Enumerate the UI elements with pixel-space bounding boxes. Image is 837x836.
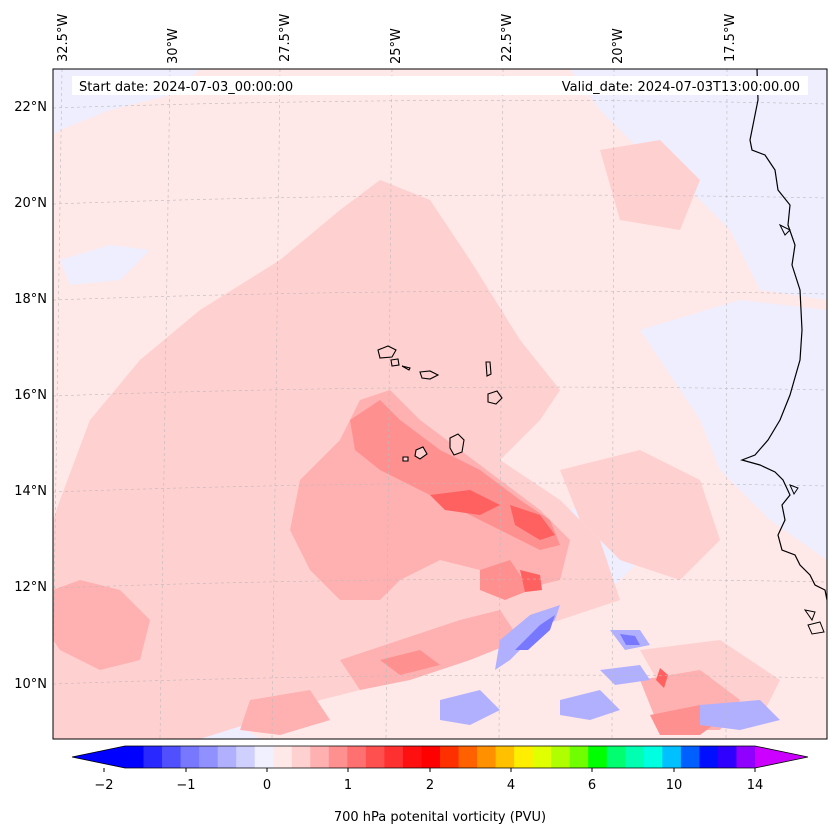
colorbar-label: 700 hPa potenital vorticity (PVU) — [334, 810, 546, 825]
lat-label: 18°N — [14, 292, 47, 307]
colorbar-cell — [699, 746, 719, 768]
colorbar-cell — [143, 746, 163, 768]
colorbar: −2 −1 0 1 2 4 6 10 14 700 hPa potenital … — [71, 745, 809, 825]
pv-blue-streaks-dark — [515, 615, 640, 650]
colorbar-cell — [365, 746, 385, 768]
cb-tick-label: 4 — [507, 778, 515, 793]
lat-label: 14°N — [14, 484, 47, 499]
cb-tick-label: 6 — [588, 778, 596, 793]
lon-label: 32.5°W — [56, 14, 71, 62]
map-frame — [52, 68, 828, 740]
colorbar-cell — [421, 746, 441, 768]
valid-date-label: Valid_date: 2024-07-03T13:00:00.00 — [562, 80, 800, 95]
lat-label: 22°N — [14, 100, 47, 115]
africa-coastline-bits — [778, 223, 825, 635]
colorbar-cell — [606, 746, 626, 768]
header-white-box — [72, 76, 808, 95]
colorbar-cell — [680, 746, 700, 768]
colorbar-cell — [236, 746, 256, 768]
colorbar-cell — [495, 746, 515, 768]
pv-red-cores — [430, 490, 668, 688]
map-panel — [53, 69, 827, 739]
colorbar-cell — [217, 746, 237, 768]
colorbar-cell — [310, 746, 330, 768]
colorbar-cell — [384, 746, 404, 768]
colorbar-cell — [625, 746, 645, 768]
lon-label: 30°W — [166, 28, 181, 64]
colorbar-cell — [440, 746, 459, 768]
colorbar-cell — [328, 746, 348, 768]
gridlines — [53, 69, 827, 739]
colorbar-tick-labels: −2 −1 0 1 2 4 6 10 14 — [94, 778, 763, 793]
colorbar-cell — [551, 746, 571, 768]
colorbar-extend-high — [755, 746, 808, 768]
colorbar-extend-low — [72, 746, 125, 768]
colorbar-cell — [180, 746, 200, 768]
cb-tick-label: 1 — [344, 778, 352, 793]
cb-tick-label: −1 — [176, 778, 195, 793]
colorbar-cell — [477, 746, 496, 768]
colorbar-cell — [291, 746, 311, 768]
lon-label: 27.5°W — [278, 14, 293, 62]
cb-tick-label: 2 — [426, 778, 434, 793]
cb-tick-label: 10 — [666, 778, 683, 793]
colorbar-outline — [71, 745, 809, 769]
colorbar-cell — [643, 746, 663, 768]
colorbar-cell — [402, 746, 422, 768]
colorbar-cell — [125, 746, 144, 768]
colorbar-cell — [662, 746, 682, 768]
lon-label: 22.5°W — [500, 14, 515, 62]
colorbar-cell — [347, 746, 367, 768]
colorbar-cell — [717, 746, 737, 768]
colorbar-cell — [199, 746, 219, 768]
longitude-labels: 32.5°W 30°W 27.5°W 25°W 22.5°W 20°W 17.5… — [56, 14, 738, 64]
cape-verde-islands — [377, 345, 503, 462]
cb-tick-label: −2 — [94, 778, 113, 793]
colorbar-cell — [736, 746, 756, 768]
latitude-labels: 22°N 20°N 18°N 16°N 14°N 12°N 10°N — [14, 100, 47, 692]
africa-coastline — [740, 69, 827, 601]
lat-label: 12°N — [14, 580, 47, 595]
lon-label: 17.5°W — [723, 14, 738, 62]
cb-tick-label: 0 — [263, 778, 271, 793]
colorbar-cell — [532, 746, 552, 768]
lat-label: 20°N — [14, 196, 47, 211]
lon-label: 25°W — [389, 28, 404, 64]
lat-label: 16°N — [14, 388, 47, 403]
colorbar-ticks — [103, 768, 756, 772]
pv-dark-pink — [350, 400, 720, 735]
start-date-label: Start date: 2024-07-03_00:00:00 — [79, 80, 293, 95]
colorbar-cells — [125, 746, 756, 768]
colorbar-cell — [273, 746, 293, 768]
colorbar-cell — [514, 746, 534, 768]
colorbar-cell — [458, 746, 478, 768]
colorbar-cell — [569, 746, 589, 768]
cb-tick-label: 14 — [747, 778, 764, 793]
colorbar-cell — [162, 746, 181, 768]
colorbar-cell — [588, 746, 608, 768]
header-labels: Start date: 2024-07-03_00:00:00 Valid_da… — [72, 76, 808, 95]
lon-label: 20°W — [611, 28, 626, 64]
colorbar-cell — [254, 746, 274, 768]
lat-label: 10°N — [14, 677, 47, 692]
